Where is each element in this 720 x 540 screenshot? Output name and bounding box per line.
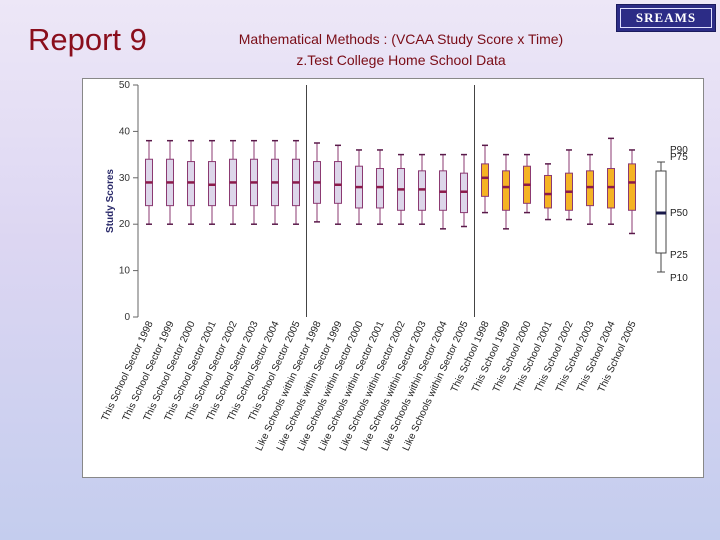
y-tick-label: 50 [119,80,131,91]
iqr-box [544,174,552,209]
chart-panel: 0 10 20 30 40 50 Study Scores This School Secto… [82,78,704,478]
iqr-box [502,170,510,211]
legend-label-p50: P50 [670,208,688,219]
iqr-box [481,163,489,197]
legend-label-p90: P90 [670,145,688,156]
legend-label-p75: P75 [670,152,688,163]
y-tick-label: 30 [119,173,131,184]
y-tick-label: 10 [119,266,131,277]
legend-label-p10: P10 [670,273,688,284]
y-tick-label: 20 [119,219,131,230]
report-title: Report 9 [28,22,147,57]
report-school: z.Test College Home School Data [296,52,506,68]
sreams-logo: SREAMS [616,4,716,32]
report-subtitle: Mathematical Methods : (VCAA Study Score… [238,31,564,47]
y-tick-label: 0 [124,312,130,323]
logo-text: SREAMS [620,8,712,28]
y-tick-label: 40 [119,126,131,137]
iqr-box [334,161,342,204]
y-axis-label: Study Scores [105,169,116,233]
legend-label-p25: P25 [670,250,688,261]
iqr-box [628,163,636,211]
